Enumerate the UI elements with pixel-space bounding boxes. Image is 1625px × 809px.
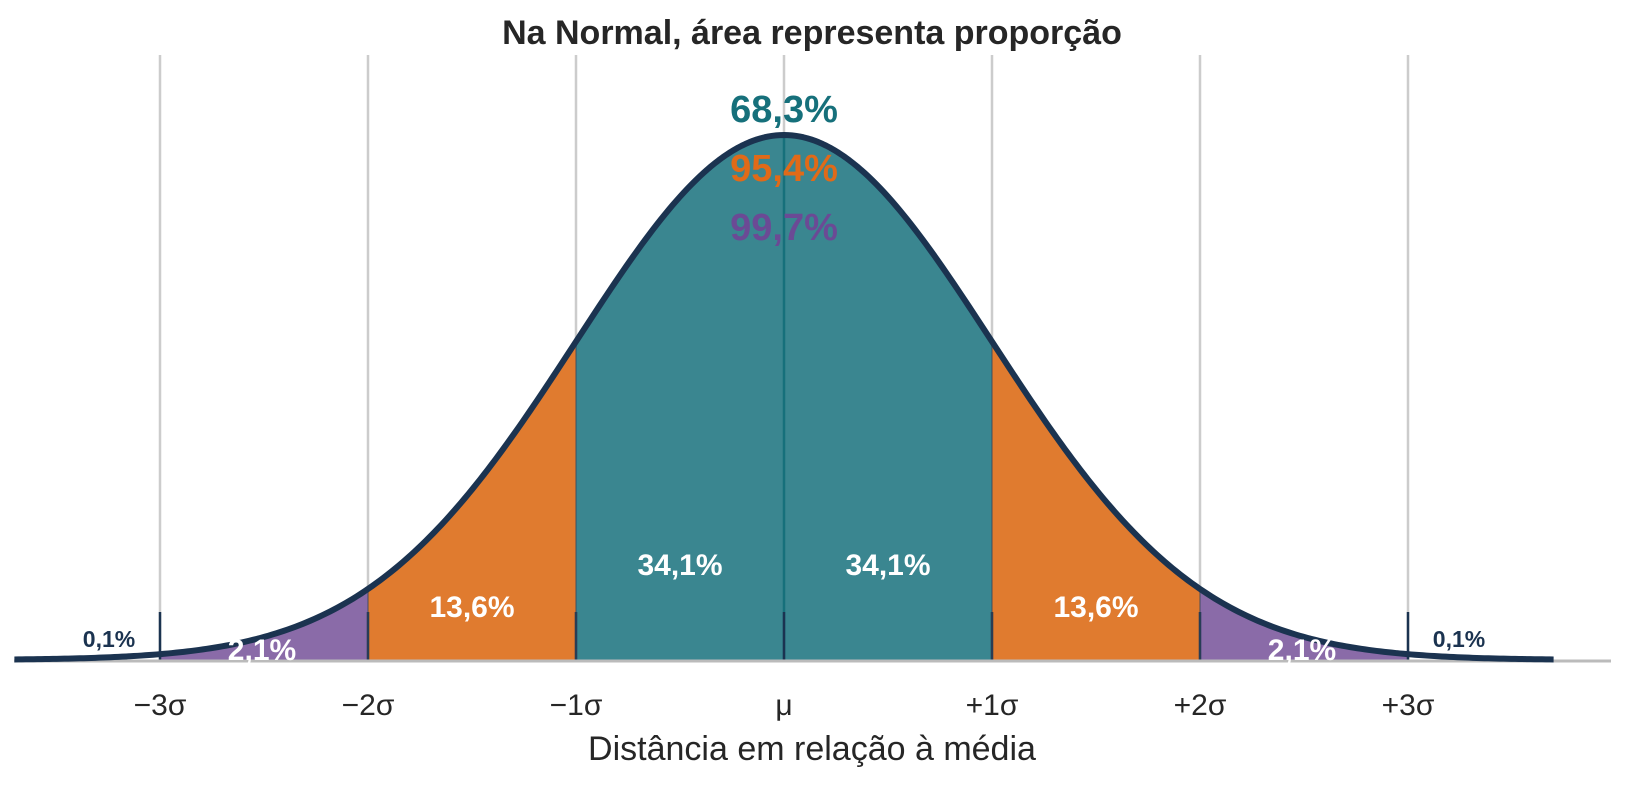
region-label: 13,6% (1053, 591, 1138, 624)
area-region-outer (160, 588, 368, 660)
area-region-outer (1200, 588, 1408, 660)
cumulative-label: 95,4% (730, 148, 838, 190)
x-tick-label: −2σ (342, 689, 395, 722)
cumulative-label: 68,3% (730, 89, 838, 131)
x-tick-label: −3σ (134, 689, 187, 722)
cumulative-labels: 68,3% 95,4% 99,7% (730, 89, 838, 249)
region-label: 13,6% (429, 591, 514, 624)
x-axis-label: Distância em relação à média (588, 730, 1036, 768)
x-tick-labels: −3σ −2σ −1σ μ +1σ +2σ +3σ (134, 689, 1435, 722)
x-tick-label: +2σ (1174, 689, 1227, 722)
normal-curve (14, 132, 1554, 663)
region-label: 2,1% (228, 634, 296, 667)
region-label: 34,1% (637, 549, 722, 582)
region-label: 2,1% (1268, 634, 1336, 667)
sigma-markers (158, 341, 1410, 660)
x-tick-label: μ (775, 689, 792, 722)
x-tick-label: +1σ (966, 689, 1019, 722)
region-labels: 2,1% 13,6% 34,1% 34,1% 13,6% 2,1% 0,1% 0,1% (83, 549, 1485, 667)
x-tick-label: +3σ (1382, 689, 1435, 722)
chart-title: Na Normal, área representa proporção (502, 14, 1122, 52)
cumulative-label: 99,7% (730, 207, 838, 249)
region-label: 34,1% (845, 549, 930, 582)
tail-label: 0,1% (1433, 626, 1485, 652)
x-tick-label: −1σ (550, 689, 603, 722)
tail-label: 0,1% (83, 626, 135, 652)
